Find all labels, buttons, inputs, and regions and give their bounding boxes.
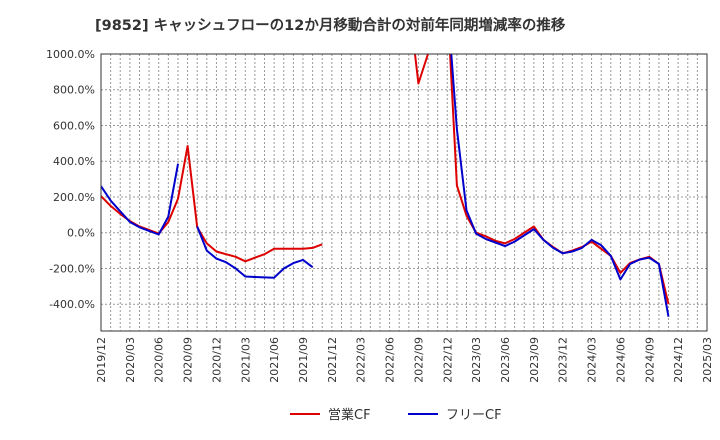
- x-tick-label: 2025/03: [701, 337, 714, 383]
- y-tick-label: 1000.0%: [46, 48, 95, 61]
- y-tick-label: -200.0%: [49, 262, 95, 275]
- y-tick-label: 200.0%: [53, 191, 95, 204]
- x-tick-label: 2022/09: [412, 337, 425, 383]
- x-tick-label: 2020/03: [124, 337, 137, 383]
- y-tick-label: 0.0%: [67, 227, 95, 240]
- x-tick-label: 2020/12: [210, 337, 223, 383]
- legend-label: フリーCF: [446, 408, 502, 423]
- x-tick-label: 2024/03: [586, 337, 599, 383]
- x-tick-label: 2020/09: [182, 337, 195, 383]
- x-tick-label: 2021/12: [326, 337, 339, 383]
- y-tick-label: 400.0%: [53, 155, 95, 168]
- x-tick-label: 2022/03: [355, 337, 368, 383]
- y-axis-labels: 1000.0% 800.0% 600.0% 400.0% 200.0% 0.0% -200.…: [46, 48, 95, 311]
- grid: [100, 53, 708, 331]
- x-tick-label: 2021/03: [239, 337, 252, 383]
- x-tick-label: 2023/09: [528, 337, 541, 383]
- x-tick-label: 2022/12: [441, 337, 454, 383]
- plot-area: [101, 54, 670, 317]
- series-line-free-cf: [101, 54, 670, 317]
- x-tick-label: 2019/12: [95, 337, 108, 383]
- x-tick-label: 2024/06: [614, 337, 627, 383]
- series-line-operating-cf: [101, 54, 670, 305]
- y-tick-label: 600.0%: [53, 119, 95, 132]
- y-tick-label: -400.0%: [49, 298, 95, 311]
- x-tick-label: 2024/09: [643, 337, 656, 383]
- x-tick-label: 2021/06: [268, 337, 281, 383]
- x-axis-labels: 2019/12 2020/03 2020/06 2020/09 2020/12 2021/…: [95, 337, 714, 383]
- x-tick-label: 2023/12: [557, 337, 570, 383]
- x-tick-label: 2023/06: [499, 337, 512, 383]
- y-tick-label: 800.0%: [53, 84, 95, 97]
- x-tick-label: 2020/06: [153, 337, 166, 383]
- plot-frame: [100, 53, 708, 332]
- x-tick-label: 2023/03: [470, 337, 483, 383]
- x-tick-label: 2024/12: [672, 337, 685, 383]
- chart-title: [9852] キャッシュフローの12か月移動合計の対前年同期増減率の推移: [95, 16, 566, 34]
- legend: 営業CF フリーCF: [290, 407, 502, 423]
- legend-label: 営業CF: [328, 407, 371, 423]
- x-tick-label: 2021/09: [297, 337, 310, 383]
- x-tick-label: 2022/06: [384, 337, 397, 383]
